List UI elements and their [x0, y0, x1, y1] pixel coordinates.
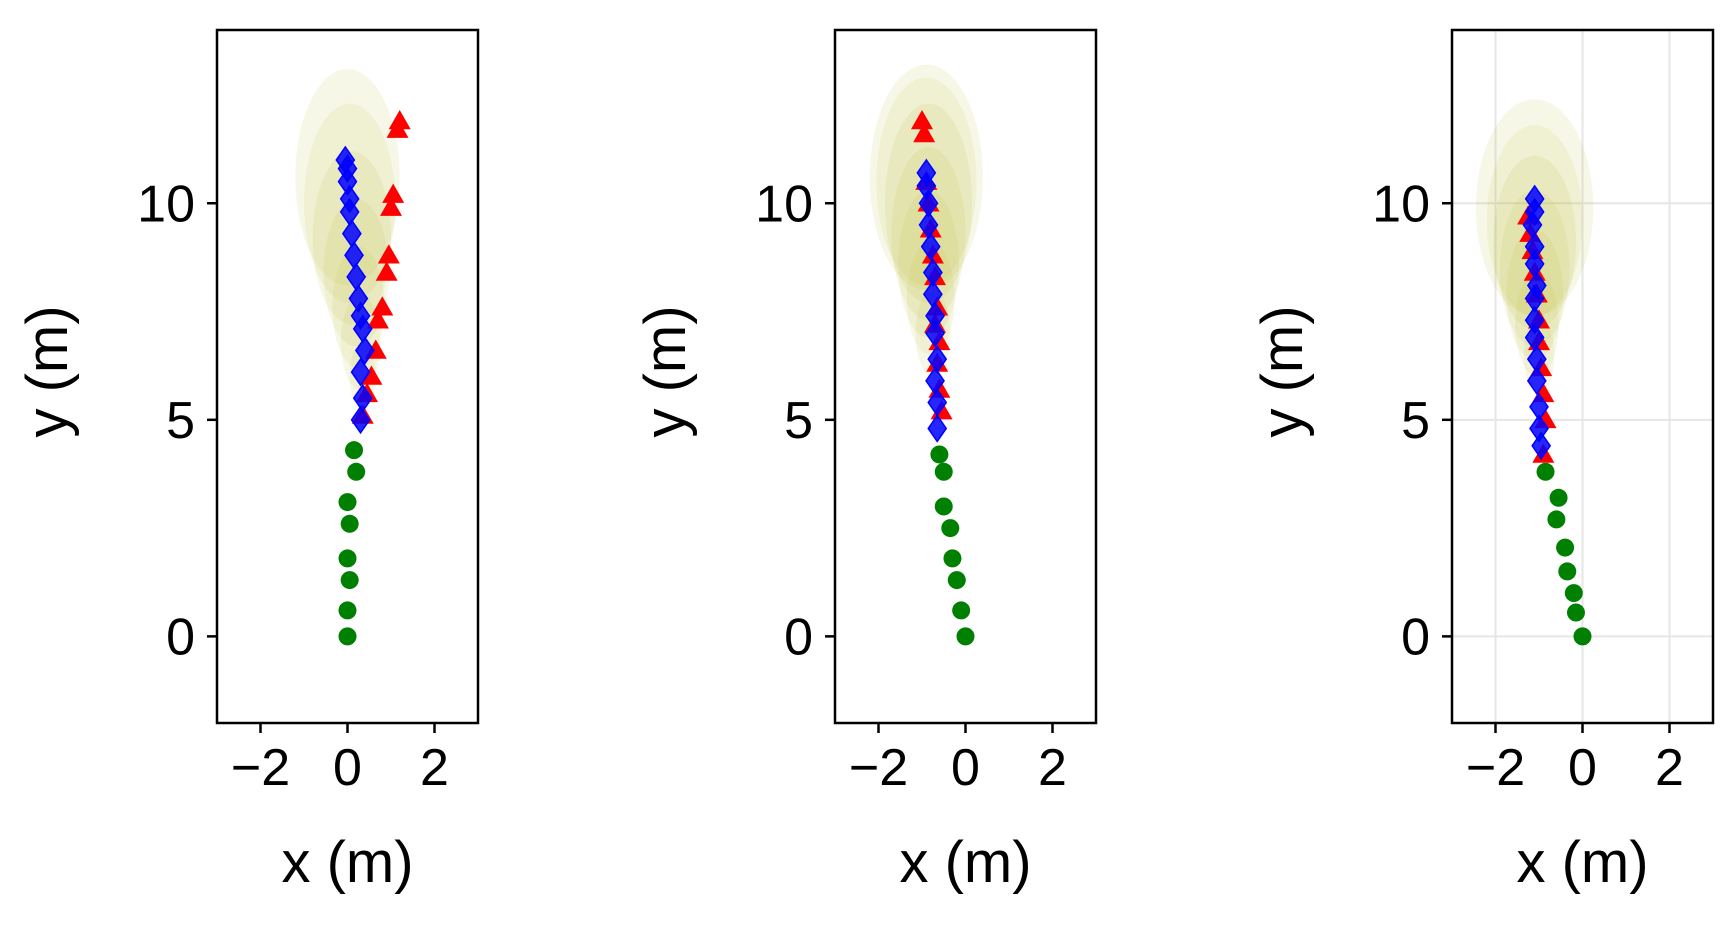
prediction-point: [916, 158, 937, 188]
history-point: [956, 627, 975, 646]
plot-area: [1475, 99, 1594, 646]
x-axis-label: x (m): [899, 830, 1031, 895]
prediction-point: [920, 232, 941, 261]
history-point: [1573, 627, 1592, 646]
prediction-point: [352, 383, 373, 413]
ground-truth-point: [911, 109, 933, 130]
y-axis-label: y (m): [633, 305, 698, 437]
history-point: [1558, 562, 1577, 581]
prediction-point: [922, 279, 943, 309]
history-point: [1566, 603, 1585, 622]
x-tick-label: 0: [951, 739, 980, 797]
prediction-point: [350, 357, 371, 387]
prediction-point: [925, 301, 945, 331]
uncertainty-ellipse: [898, 190, 959, 338]
ground-truth-point: [375, 261, 398, 281]
prediction-point: [927, 414, 948, 443]
x-tick-label: −2: [231, 739, 290, 797]
history-point: [941, 519, 960, 538]
ground-truth-point: [382, 183, 405, 203]
prediction-point: [1524, 305, 1545, 335]
history-point: [338, 627, 357, 646]
y-tick-label: 10: [1372, 175, 1430, 233]
y-axis-label: y (m): [15, 305, 80, 437]
history-point: [1547, 510, 1566, 529]
y-tick-label: 5: [166, 392, 195, 450]
prediction-point: [335, 145, 356, 175]
x-tick-label: 2: [1038, 739, 1067, 797]
prediction-point: [1524, 232, 1545, 261]
prediction-point: [1526, 271, 1547, 300]
x-axis-label: x (m): [281, 830, 413, 895]
plot-area: [295, 68, 411, 646]
prediction-point: [341, 219, 362, 248]
x-tick-label: 2: [420, 739, 449, 797]
prediction-point: [1529, 414, 1549, 443]
prediction-point: [925, 366, 945, 396]
x-tick-label: −2: [849, 739, 908, 797]
history-point: [338, 549, 357, 568]
prediction-point: [1526, 366, 1547, 396]
x-tick-label: 0: [333, 739, 362, 797]
prediction-point: [1524, 184, 1545, 214]
y-tick-label: 0: [1401, 608, 1430, 666]
prediction-point: [348, 284, 369, 313]
y-tick-label: 10: [755, 175, 813, 233]
prediction-point: [1524, 323, 1545, 352]
history-point: [345, 441, 364, 460]
prediction-point: [927, 344, 948, 374]
ground-truth-point: [360, 365, 383, 385]
history-point: [930, 445, 949, 464]
history-point: [338, 601, 357, 620]
history-point: [1549, 488, 1568, 507]
y-tick-label: 5: [784, 392, 813, 450]
history-point: [340, 571, 359, 590]
prediction-point: [1529, 392, 1549, 422]
prediction-point: [1524, 249, 1545, 279]
prediction-point: [925, 318, 945, 348]
history-point: [1556, 538, 1575, 557]
ground-truth-point: [371, 296, 394, 316]
y-tick-label: 5: [1401, 392, 1430, 450]
prediction-point: [1526, 344, 1547, 374]
history-point: [1536, 462, 1555, 481]
y-axis-label: y (m): [1250, 305, 1315, 437]
prediction-point: [922, 258, 943, 287]
x-axis-label: x (m): [1516, 830, 1648, 895]
prediction-point: [927, 388, 948, 417]
prediction-point: [344, 240, 364, 270]
ground-truth-point: [377, 244, 400, 264]
history-point: [340, 514, 359, 533]
history-point: [943, 549, 962, 568]
y-tick-label: 0: [166, 608, 195, 666]
ground-truth-point: [380, 196, 402, 216]
history-point: [934, 462, 953, 481]
x-tick-label: −2: [1466, 739, 1525, 797]
y-tick-label: 0: [784, 608, 813, 666]
ground-truth-point: [913, 122, 936, 143]
plot-area: [869, 64, 983, 646]
y-tick-label: 10: [137, 175, 195, 233]
prediction-point: [350, 405, 371, 435]
uncertainty-ellipse: [340, 294, 381, 390]
prediction-point: [346, 262, 367, 292]
history-point: [952, 601, 971, 620]
history-point: [1564, 584, 1583, 603]
ground-truth-point: [366, 309, 389, 329]
prediction-point: [918, 210, 939, 240]
history-point: [347, 462, 366, 481]
history-point: [934, 497, 953, 516]
x-tick-label: 0: [1568, 739, 1597, 797]
prediction-point: [354, 336, 375, 365]
x-tick-label: 2: [1655, 739, 1684, 797]
history-point: [338, 493, 357, 512]
history-point: [947, 571, 966, 590]
ground-truth-point: [388, 109, 411, 130]
